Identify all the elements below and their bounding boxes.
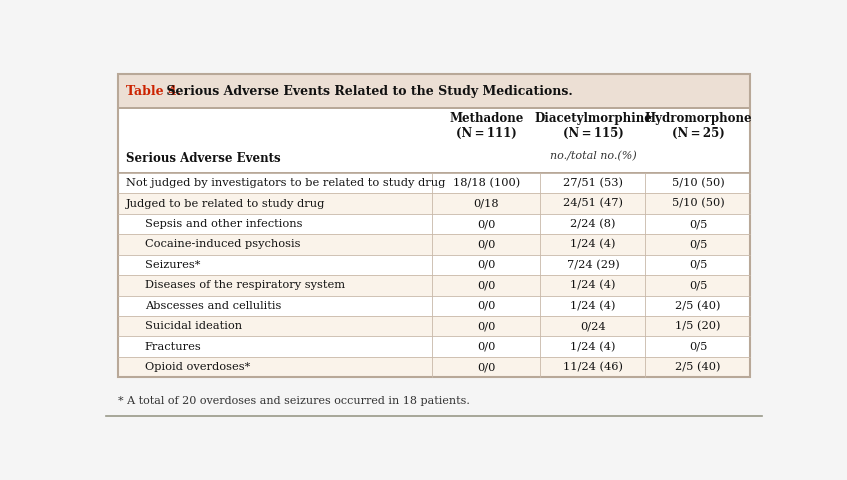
FancyBboxPatch shape xyxy=(118,275,750,296)
Text: 0/5: 0/5 xyxy=(689,342,707,352)
Text: 1/24 (4): 1/24 (4) xyxy=(570,341,616,352)
FancyBboxPatch shape xyxy=(118,336,750,357)
Text: 11/24 (46): 11/24 (46) xyxy=(563,362,623,372)
Text: 1/5 (20): 1/5 (20) xyxy=(675,321,721,331)
Text: Sepsis and other infections: Sepsis and other infections xyxy=(145,219,302,229)
Text: 0/5: 0/5 xyxy=(689,219,707,229)
Text: Methadone
(N = 111): Methadone (N = 111) xyxy=(449,112,523,140)
Text: Serious Adverse Events: Serious Adverse Events xyxy=(126,152,281,165)
FancyBboxPatch shape xyxy=(118,234,750,255)
FancyBboxPatch shape xyxy=(118,296,750,316)
Text: Fractures: Fractures xyxy=(145,342,202,352)
Text: 0/0: 0/0 xyxy=(477,219,495,229)
Text: 24/51 (47): 24/51 (47) xyxy=(563,198,623,209)
Text: 0/0: 0/0 xyxy=(477,260,495,270)
Text: Serious Adverse Events Related to the Study Medications.: Serious Adverse Events Related to the St… xyxy=(163,85,573,98)
Text: * A total of 20 overdoses and seizures occurred in 18 patients.: * A total of 20 overdoses and seizures o… xyxy=(118,396,469,406)
FancyBboxPatch shape xyxy=(118,214,750,234)
Text: Table 4.: Table 4. xyxy=(126,85,181,98)
Text: 2/5 (40): 2/5 (40) xyxy=(675,362,721,372)
Text: Abscesses and cellulitis: Abscesses and cellulitis xyxy=(145,301,281,311)
Text: 27/51 (53): 27/51 (53) xyxy=(563,178,623,188)
Text: 5/10 (50): 5/10 (50) xyxy=(672,178,724,188)
Text: 1/24 (4): 1/24 (4) xyxy=(570,240,616,250)
FancyBboxPatch shape xyxy=(118,193,750,214)
Text: no./total no.(%): no./total no.(%) xyxy=(550,151,636,161)
Text: Hydromorphone
(N = 25): Hydromorphone (N = 25) xyxy=(645,112,752,140)
FancyBboxPatch shape xyxy=(118,357,750,377)
Text: Diseases of the respiratory system: Diseases of the respiratory system xyxy=(145,280,345,290)
Text: 18/18 (100): 18/18 (100) xyxy=(452,178,520,188)
Text: 0/0: 0/0 xyxy=(477,280,495,290)
Text: 7/24 (29): 7/24 (29) xyxy=(567,260,619,270)
Text: Not judged by investigators to be related to study drug: Not judged by investigators to be relate… xyxy=(126,178,446,188)
Text: 0/5: 0/5 xyxy=(689,260,707,270)
Text: Judged to be related to study drug: Judged to be related to study drug xyxy=(126,199,325,209)
Text: 0/24: 0/24 xyxy=(580,321,606,331)
FancyBboxPatch shape xyxy=(118,108,750,173)
FancyBboxPatch shape xyxy=(118,316,750,336)
Text: Cocaine-induced psychosis: Cocaine-induced psychosis xyxy=(145,240,300,250)
Text: 2/24 (8): 2/24 (8) xyxy=(570,219,616,229)
Text: 0/0: 0/0 xyxy=(477,301,495,311)
Text: 0/5: 0/5 xyxy=(689,240,707,250)
Text: 2/5 (40): 2/5 (40) xyxy=(675,300,721,311)
Text: Opioid overdoses*: Opioid overdoses* xyxy=(145,362,250,372)
Text: 0/0: 0/0 xyxy=(477,240,495,250)
Text: 0/18: 0/18 xyxy=(473,199,499,209)
Text: Diacetylmorphine
(N = 115): Diacetylmorphine (N = 115) xyxy=(534,112,652,140)
FancyBboxPatch shape xyxy=(118,173,750,193)
Text: 0/5: 0/5 xyxy=(689,280,707,290)
Text: Suicidal ideation: Suicidal ideation xyxy=(145,321,241,331)
Text: 1/24 (4): 1/24 (4) xyxy=(570,300,616,311)
Text: 5/10 (50): 5/10 (50) xyxy=(672,198,724,209)
Text: Seizures*: Seizures* xyxy=(145,260,200,270)
Text: 0/0: 0/0 xyxy=(477,321,495,331)
Text: 1/24 (4): 1/24 (4) xyxy=(570,280,616,290)
Text: 0/0: 0/0 xyxy=(477,342,495,352)
FancyBboxPatch shape xyxy=(118,74,750,108)
FancyBboxPatch shape xyxy=(118,255,750,275)
Text: 0/0: 0/0 xyxy=(477,362,495,372)
